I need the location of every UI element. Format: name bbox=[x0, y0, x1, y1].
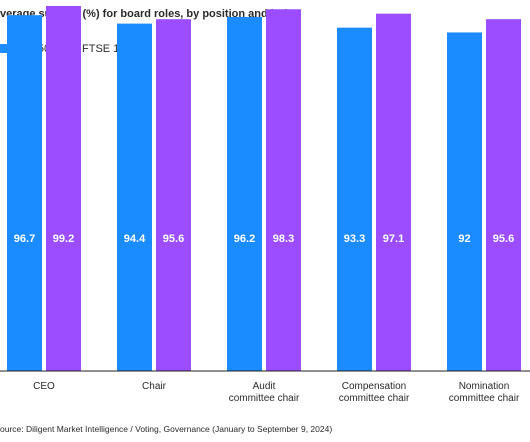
bar-0-3 bbox=[337, 27, 372, 371]
category-label-0: CEO bbox=[33, 381, 55, 392]
bar-0-4 bbox=[447, 32, 482, 371]
category-label-3: Compensation bbox=[342, 381, 406, 392]
value-label-0-0: 96.7 bbox=[14, 233, 35, 245]
value-label-0-2: 96.2 bbox=[234, 233, 255, 245]
bar-0-2 bbox=[227, 16, 262, 371]
category-label-4-line1: committee chair bbox=[449, 393, 520, 404]
bar-1-4 bbox=[486, 19, 521, 372]
bar-1-3 bbox=[376, 13, 411, 372]
category-label-4: Nomination bbox=[459, 381, 510, 392]
bar-0-0 bbox=[7, 15, 42, 371]
legend-swatch-0 bbox=[0, 44, 7, 53]
bar-1-0 bbox=[46, 5, 81, 371]
category-label-1: Chair bbox=[142, 381, 167, 392]
source-note: ource: Diligent Market Intelligence / Vo… bbox=[0, 424, 332, 434]
bar-1-2 bbox=[266, 9, 301, 371]
value-label-0-4: 92 bbox=[458, 233, 470, 245]
category-label-2: Audit bbox=[253, 381, 276, 392]
value-label-1-1: 95.6 bbox=[163, 233, 184, 245]
value-label-1-2: 98.3 bbox=[273, 233, 294, 245]
value-label-0-1: 94.4 bbox=[124, 233, 146, 245]
value-label-0-3: 93.3 bbox=[344, 233, 365, 245]
bar-0-1 bbox=[117, 23, 152, 371]
category-label-3-line1: committee chair bbox=[339, 393, 410, 404]
value-label-1-4: 95.6 bbox=[493, 233, 514, 245]
bars: 96.7 99.2 94.4 95.6 96.2 98.3 93.3 97.1 92 95.6 bbox=[7, 5, 521, 372]
category-label-2-line1: committee chair bbox=[229, 393, 300, 404]
bar-1-1 bbox=[156, 19, 191, 372]
value-label-1-3: 97.1 bbox=[383, 233, 404, 245]
value-label-1-0: 99.2 bbox=[53, 233, 74, 245]
